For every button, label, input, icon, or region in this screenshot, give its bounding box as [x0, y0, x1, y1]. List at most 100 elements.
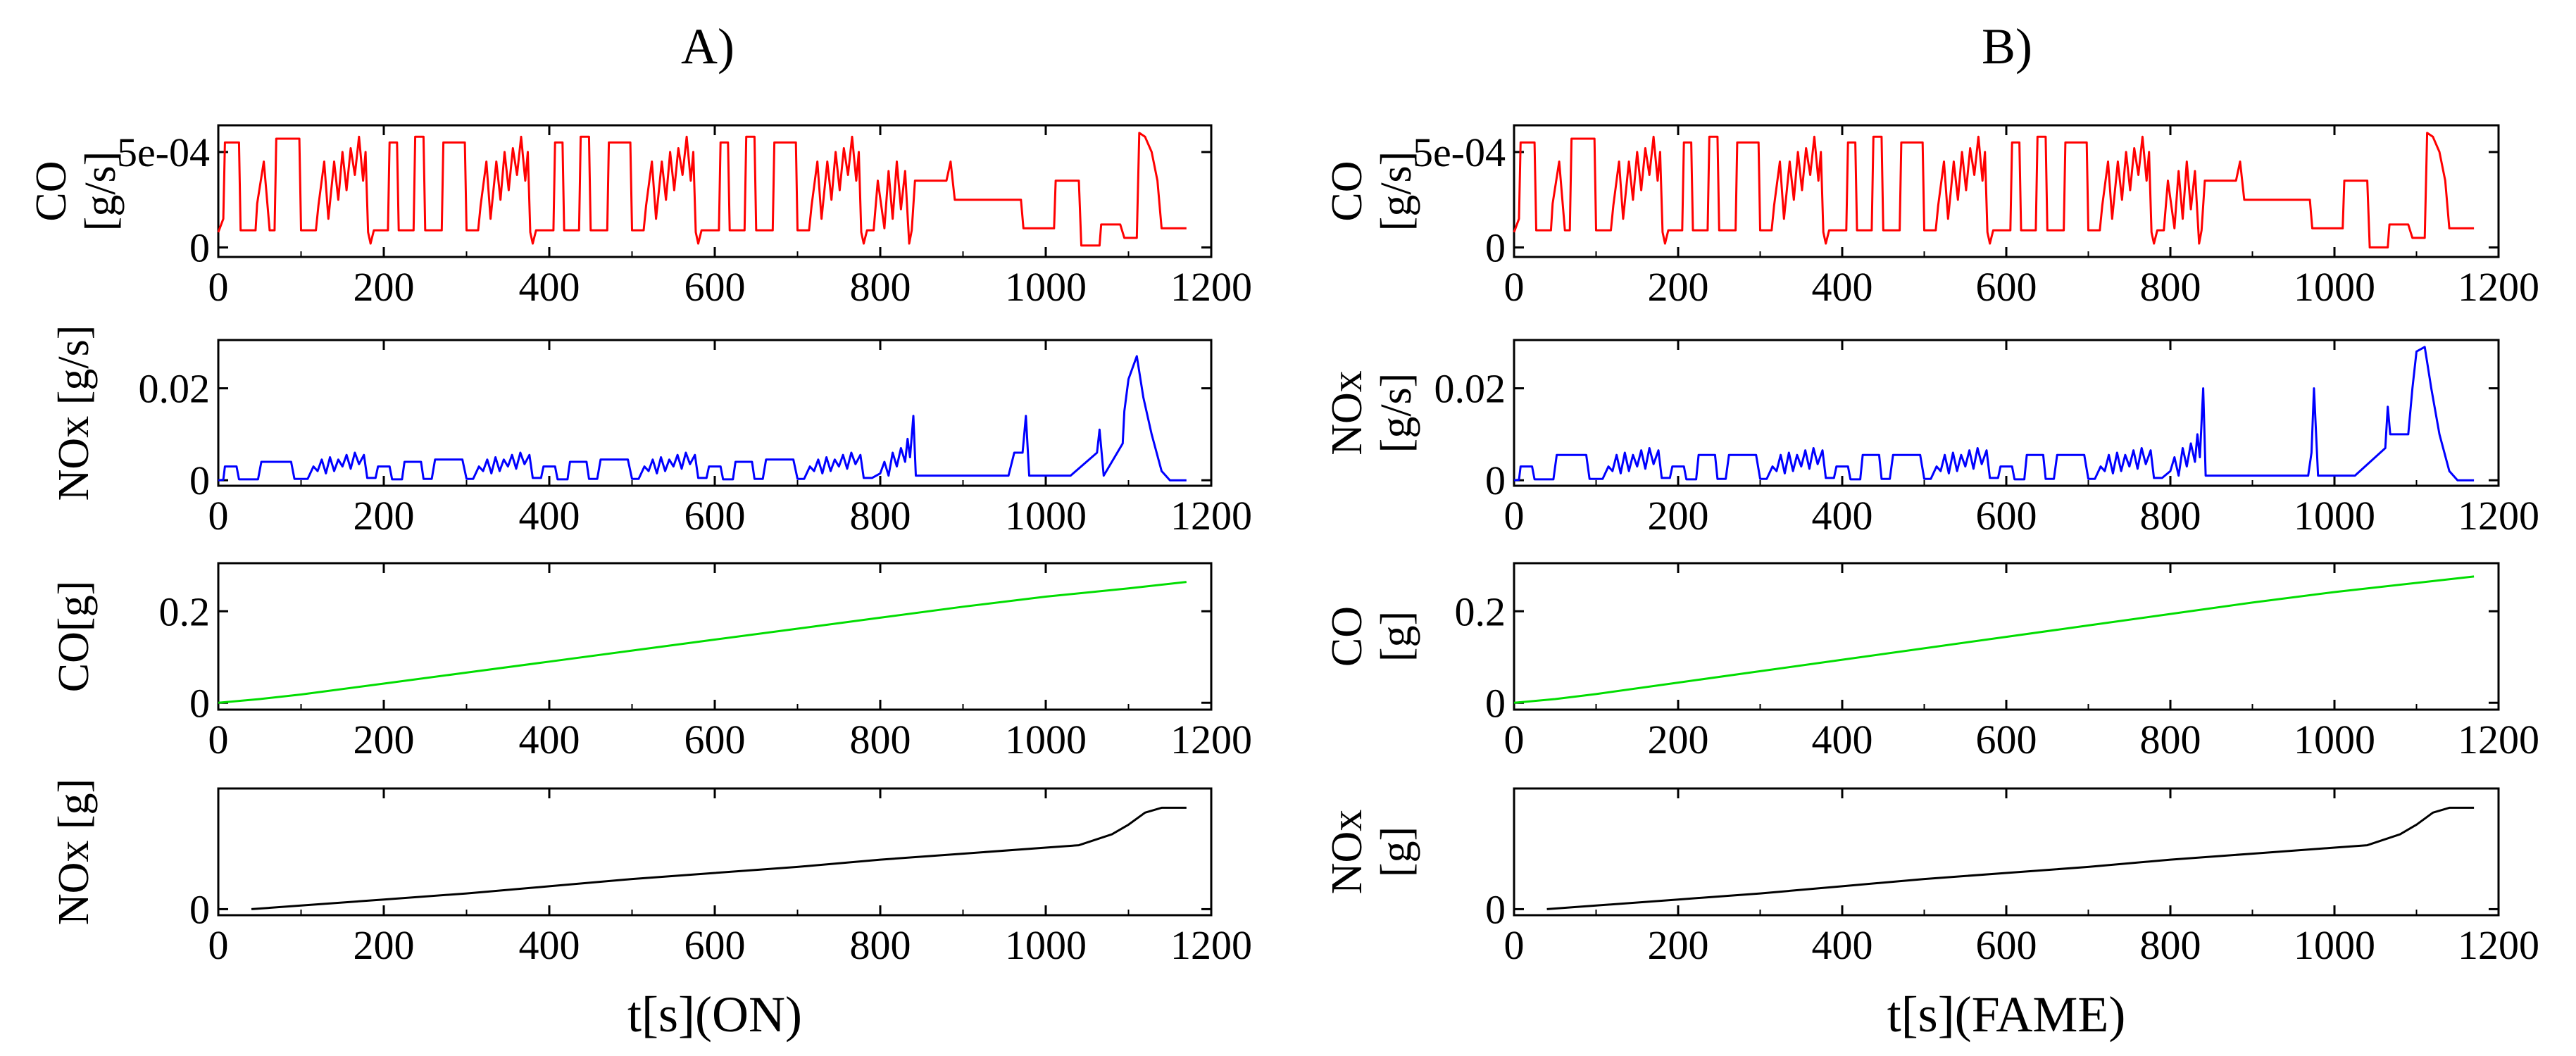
x-tick-label: 400	[519, 493, 580, 539]
x-tick-label: 200	[1648, 493, 1709, 539]
series-line-co_cum	[218, 581, 1187, 704]
x-tick-label: 0	[1504, 922, 1525, 968]
x-tick-label: 400	[519, 717, 580, 762]
x-tick-label: 800	[2140, 493, 2201, 539]
y-tick-label: 0	[1485, 458, 1506, 503]
x-tick-label: 200	[354, 264, 415, 310]
x-tick-label: 0	[1504, 493, 1525, 539]
x-tick-label: 1200	[1170, 717, 1252, 762]
x-tick-label: 0	[208, 717, 229, 762]
y-tick-label: 5e-04	[1413, 130, 1506, 175]
y-axis-label-line: NOx [g]	[50, 779, 98, 925]
y-axis-label: NOx [g/s]	[50, 325, 98, 501]
x-tick-label: 1200	[2458, 717, 2539, 762]
x-tick-label: 0	[208, 493, 229, 539]
y-axis-label-line: [g/s]	[1373, 151, 1420, 232]
panel-frame	[217, 787, 1213, 917]
panel-nox_cum: 0 200 400 600 800 1000 1200 0 NOx [g]	[50, 779, 1252, 968]
series-line-co_rate	[217, 132, 1187, 247]
x-tick-label: 400	[1812, 493, 1873, 539]
x-tick-label: 600	[684, 717, 746, 762]
x-tick-label: 800	[850, 493, 911, 539]
x-tick-label: 800	[2140, 264, 2201, 310]
x-tick-label: 1000	[1005, 264, 1087, 310]
y-tick-label: 0	[189, 886, 210, 932]
y-axis-label: NOx[g]	[1323, 810, 1420, 895]
x-tick-label: 400	[1812, 922, 1873, 968]
panel-nox_cum: 0 200 400 600 800 1000 1200 0 NOx[g]	[1323, 787, 2539, 968]
x-tick-label: 200	[1648, 922, 1709, 968]
x-tick-label: 0	[1504, 717, 1525, 762]
y-axis-label-line: [g/s]	[1373, 373, 1420, 453]
panel-nox_rate: 0 200 400 600 800 1000 1200 0 0.02 NOx[g/s]	[1323, 339, 2539, 539]
y-tick-label: 0	[1485, 225, 1506, 270]
y-tick-label: 0.2	[1455, 589, 1506, 634]
y-axis-label-line: CO	[27, 161, 75, 221]
x-tick-label: 0	[1504, 264, 1525, 310]
column-header: A)	[681, 18, 734, 75]
y-axis-label-line: NOx	[1323, 370, 1371, 455]
x-tick-label: 400	[1812, 717, 1873, 762]
panel-frame	[1513, 339, 2500, 487]
y-axis-label: CO[g]	[1323, 606, 1420, 667]
x-tick-label: 800	[850, 717, 911, 762]
x-tick-label: 0	[208, 922, 229, 968]
x-tick-label: 1000	[2294, 493, 2375, 539]
x-tick-label: 1200	[2458, 264, 2539, 310]
y-axis-label: CO[g/s]	[1323, 151, 1420, 232]
y-tick-label: 0.2	[159, 589, 211, 634]
series-line-co_rate	[1513, 132, 2475, 249]
x-tick-label: 1000	[1005, 717, 1087, 762]
y-axis-label-line: CO	[1323, 161, 1371, 221]
panel-frame	[1513, 787, 2500, 917]
series-line-co_cum	[1513, 575, 2475, 704]
y-axis-label: CO[g/s]	[27, 151, 125, 232]
y-tick-label: 0	[1485, 680, 1506, 726]
x-tick-label: 1200	[2458, 493, 2539, 539]
x-tick-label: 800	[850, 922, 911, 968]
x-tick-label: 600	[684, 493, 746, 539]
y-tick-label: 0	[1485, 886, 1506, 932]
x-tick-label: 800	[2140, 717, 2201, 762]
x-tick-label: 600	[684, 264, 746, 310]
panel-frame	[217, 339, 1213, 487]
y-tick-label: 0	[189, 225, 210, 270]
y-tick-label: 0	[189, 680, 210, 726]
panel-co_cum: 0 200 400 600 800 1000 1200 0 0.2 CO[g]	[1323, 562, 2539, 762]
x-tick-label: 1000	[2294, 264, 2375, 310]
y-axis-label: CO[g]	[50, 581, 98, 692]
x-tick-label: 600	[1976, 717, 2037, 762]
x-tick-label: 800	[2140, 922, 2201, 968]
y-axis-label-line: [g]	[1373, 611, 1420, 662]
y-axis-label-line: [g]	[1373, 826, 1420, 877]
x-tick-label: 1000	[1005, 493, 1087, 539]
series-line-nox_cum	[251, 806, 1187, 910]
x-tick-label: 200	[1648, 264, 1709, 310]
y-tick-label: 5e-04	[117, 130, 210, 175]
x-tick-label: 1000	[2294, 922, 2375, 968]
x-tick-label: 200	[354, 717, 415, 762]
panel-frame	[217, 562, 1213, 711]
x-tick-label: 800	[850, 264, 911, 310]
y-axis-label-line: NOx	[1323, 810, 1371, 895]
x-tick-label: 400	[1812, 264, 1873, 310]
x-tick-label: 200	[354, 493, 415, 539]
y-axis-label: NOx[g/s]	[1323, 370, 1420, 455]
x-tick-label: 1200	[1170, 493, 1252, 539]
x-tick-label: 400	[519, 922, 580, 968]
y-axis-label-line: NOx [g/s]	[50, 325, 98, 501]
x-tick-label: 600	[684, 922, 746, 968]
series-line-nox_rate	[1513, 346, 2475, 482]
series-line-nox_cum	[1546, 806, 2475, 910]
y-tick-label: 0.02	[1434, 366, 1506, 412]
x-tick-label: 1200	[1170, 264, 1252, 310]
y-tick-label: 0	[189, 458, 210, 503]
y-axis-label-line: [g/s]	[77, 151, 125, 232]
x-tick-label: 400	[519, 264, 580, 310]
y-axis-label: NOx [g]	[50, 779, 98, 925]
x-tick-label: 600	[1976, 922, 2037, 968]
x-tick-label: 200	[1648, 717, 1709, 762]
